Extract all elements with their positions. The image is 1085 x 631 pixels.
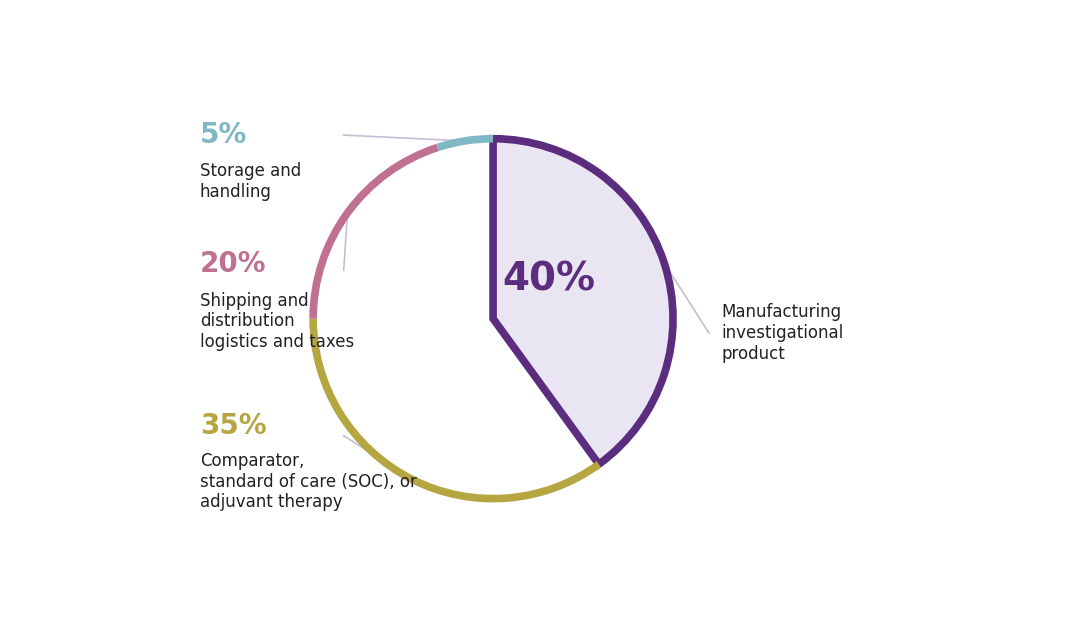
Text: 40%: 40% — [502, 260, 595, 298]
Text: 35%: 35% — [200, 412, 267, 440]
Text: Manufacturing
investigational
product: Manufacturing investigational product — [722, 304, 844, 363]
Text: Shipping and
distribution
logistics and taxes: Shipping and distribution logistics and … — [200, 292, 354, 351]
Wedge shape — [493, 139, 673, 464]
Text: Comparator,
standard of care (SOC), or
adjuvant therapy: Comparator, standard of care (SOC), or a… — [200, 452, 417, 511]
Text: 20%: 20% — [200, 251, 266, 278]
Text: 5%: 5% — [200, 121, 247, 149]
Text: Storage and
handling: Storage and handling — [200, 162, 301, 201]
